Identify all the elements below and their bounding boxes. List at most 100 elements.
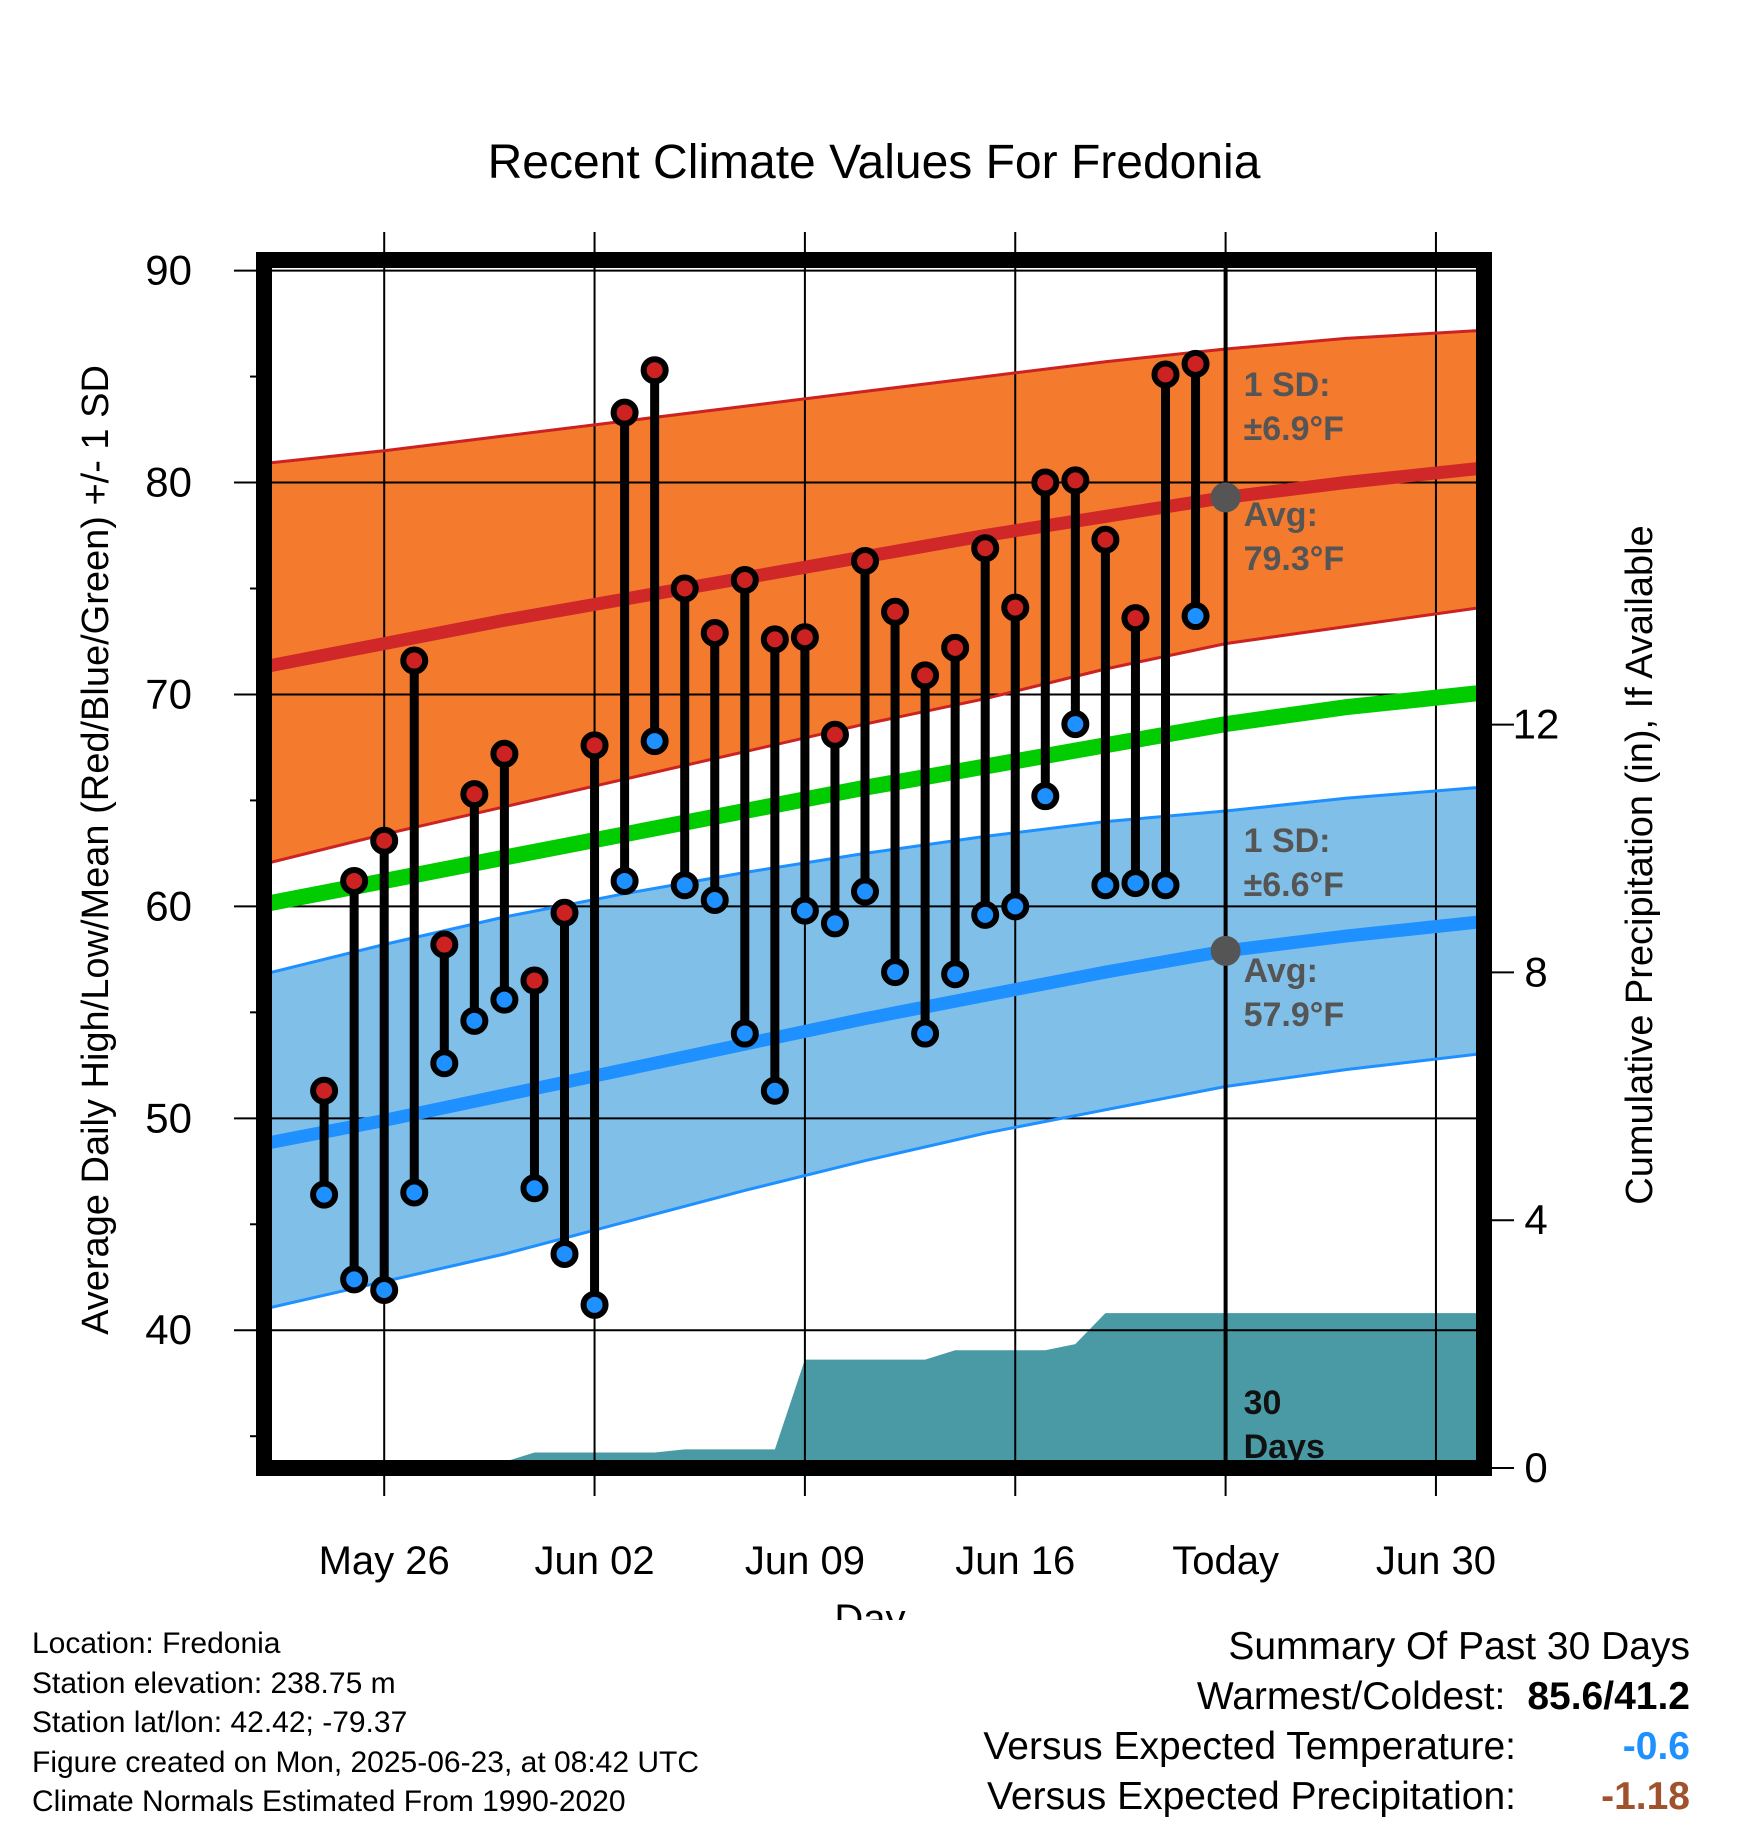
daily-low-point: [1181, 602, 1210, 631]
daily-high-point: [550, 898, 579, 927]
daily-high-point: [730, 566, 759, 595]
temp-row: Versus Expected Temperature: -0.6: [983, 1722, 1690, 1772]
daily-low-point: [1091, 871, 1120, 900]
daily-high-point: [400, 646, 429, 675]
location-text: Location: Fredonia: [32, 1627, 281, 1660]
daily-low-point: [400, 1178, 429, 1207]
daily-low-point: [1121, 869, 1150, 898]
normals-text: Climate Normals Estimated From 1990-2020: [32, 1785, 626, 1818]
daily-high-point: [610, 398, 639, 427]
daily-low-point: [1031, 782, 1060, 811]
daily-low-point: [640, 727, 669, 756]
daily-low-point: [520, 1174, 549, 1203]
daily-high-point: [941, 633, 970, 662]
daily-high-point: [790, 623, 819, 652]
daily-high-point: [460, 780, 489, 809]
elevation-text: Station elevation: 238.75 m: [32, 1666, 396, 1700]
daily-high-point: [1181, 349, 1210, 378]
summary-panel: Summary Of Past 30 Days Warmest/Coldest:…: [983, 1622, 1690, 1822]
y-tick-label: 70: [145, 670, 192, 717]
plot-area: 1 SD: ±6.9°F Avg: 79.3°F 1 SD: ±6.6°F Avg: 57.9…: [264, 260, 1484, 1468]
daily-high-point: [971, 534, 1000, 563]
high-sd-value: ±6.9°F: [1244, 410, 1344, 448]
daily-low-point: [340, 1265, 369, 1294]
high-sd-label: 1 SD:: [1244, 366, 1331, 404]
precip-value: -1.18: [1601, 1775, 1690, 1818]
plot-frame: [256, 252, 1492, 1476]
y2-tick-label: 12: [1513, 701, 1560, 748]
avg-low-today-marker: [1210, 935, 1241, 966]
window-days-label: Days: [1244, 1428, 1325, 1466]
daily-low-point: [730, 1019, 759, 1048]
y-tick-label: 60: [145, 882, 192, 929]
daily-low-point: [310, 1180, 339, 1209]
daily-high-point: [820, 720, 849, 749]
daily-high-point: [1151, 360, 1180, 389]
created-text: Figure created on Mon, 2025-06-23, at 08…: [32, 1745, 700, 1779]
warmest-value: 85.6/41.2: [1527, 1675, 1690, 1718]
avg-high-today-marker: [1210, 482, 1241, 513]
daily-high-point: [490, 739, 519, 768]
daily-low-point: [851, 877, 879, 906]
daily-high-point: [881, 597, 910, 626]
daily-low-point: [911, 1019, 940, 1048]
window-days-number: 30: [1244, 1384, 1282, 1422]
low-avg-value: 57.9°F: [1244, 996, 1345, 1034]
daily-low-point: [580, 1290, 609, 1319]
station-info: Location: Fredonia Station elevation: 23…: [32, 1624, 699, 1822]
high-sd-band: [264, 330, 1484, 864]
daily-low-point: [1061, 710, 1090, 739]
chart-title: Recent Climate Values For Fredonia: [488, 136, 1261, 189]
y-tick-label: 90: [145, 247, 192, 294]
low-minus-sd-line: [264, 1051, 1484, 1311]
daily-high-point: [310, 1076, 339, 1105]
y2-tick-label: 0: [1524, 1444, 1547, 1491]
daily-low-point: [971, 900, 1000, 929]
daily-high-point: [1031, 468, 1060, 497]
low-sd-label: 1 SD:: [1244, 822, 1331, 860]
daily-low-point: [820, 909, 849, 938]
high-plus-sd-line: [264, 328, 1484, 465]
daily-low-point: [550, 1239, 579, 1268]
daily-low-point: [430, 1049, 459, 1078]
daily-low-point: [1151, 871, 1180, 900]
high-avg-value: 79.3°F: [1244, 540, 1345, 578]
y2-axis-label: Cumulative Precipitation (in), If Availa…: [1619, 525, 1661, 1204]
daily-high-point: [760, 625, 789, 654]
x-tick-label: Today: [1172, 1539, 1279, 1583]
daily-high-point: [370, 826, 399, 855]
precipitation-area: [264, 1313, 1484, 1468]
axes: 40 50 60 70 80 90 0 4 8 12 May 26 Jun 02 Jun 09 Jun 1…: [145, 232, 1559, 1583]
y2-tick-label: 8: [1524, 948, 1547, 995]
y-tick-label: 50: [145, 1094, 192, 1141]
daily-high-point: [1061, 466, 1090, 495]
daily-low-point: [1001, 892, 1030, 921]
daily-high-point: [640, 356, 669, 385]
daily-low-point: [790, 896, 819, 925]
daily-high-point: [1001, 593, 1030, 622]
summary-title: Summary Of Past 30 Days: [1228, 1625, 1690, 1668]
daily-high-point: [1091, 525, 1120, 554]
temp-label: Versus Expected Temperature:: [983, 1725, 1516, 1768]
y-tick-label: 40: [145, 1306, 192, 1353]
low-avg-label: Avg:: [1244, 952, 1318, 990]
y2-tick-label: 4: [1524, 1196, 1547, 1243]
daily-low-point: [670, 871, 699, 900]
y-axis-label: Average Daily High/Low/Mean (Red/Blue/Gr…: [75, 365, 117, 1335]
daily-high-point: [580, 731, 609, 760]
warmest-label: Warmest/Coldest:: [1196, 1675, 1506, 1718]
daily-low-point: [700, 886, 729, 915]
daily-low-point: [610, 866, 639, 895]
precip-label: Versus Expected Precipitation:: [987, 1775, 1516, 1818]
x-tick-label: Jun 02: [534, 1539, 654, 1583]
climate-chart: Recent Climate Values For Fredonia 1 SD:…: [75, 136, 1661, 1620]
temp-value: -0.6: [1622, 1725, 1690, 1768]
low-sd-value: ±6.6°F: [1244, 866, 1344, 904]
precip-row: Versus Expected Precipitation: -1.18: [983, 1772, 1690, 1822]
daily-high-point: [520, 966, 549, 995]
daily-high-point: [340, 866, 369, 895]
daily-low-point: [490, 985, 519, 1014]
y-tick-label: 80: [145, 459, 192, 506]
daily-high-point: [670, 574, 699, 603]
daily-low-point: [760, 1076, 789, 1105]
